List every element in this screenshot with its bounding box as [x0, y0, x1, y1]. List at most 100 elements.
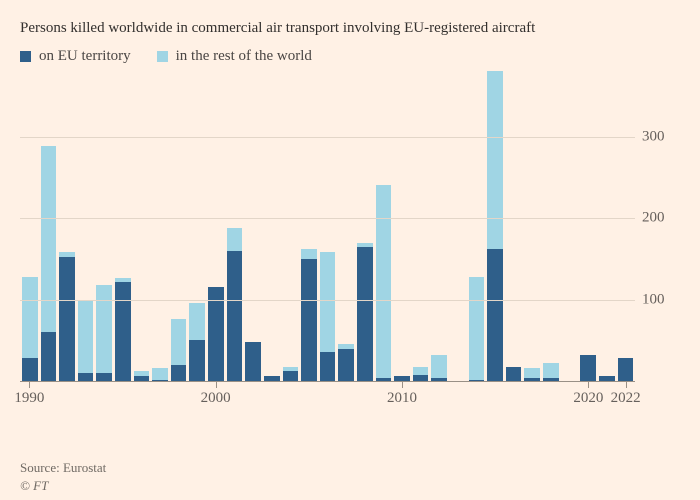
- legend-label-eu: on EU territory: [39, 48, 131, 65]
- bar-2005: [301, 71, 317, 381]
- bar-segment-eu: [227, 251, 243, 382]
- bar-segment-eu: [301, 259, 317, 381]
- bar-segment-rest: [78, 300, 94, 373]
- bar-2022: [618, 71, 634, 381]
- grid-line: [20, 137, 635, 138]
- bar-segment-rest: [301, 249, 317, 259]
- bar-1998: [171, 71, 187, 381]
- grid-line: [20, 300, 635, 301]
- bar-2001: [227, 71, 243, 381]
- bar-segment-rest: [431, 355, 447, 378]
- bar-2011: [413, 71, 429, 381]
- bar-segment-eu: [22, 358, 38, 381]
- bar-segment-eu: [96, 373, 112, 381]
- bar-segment-rest: [543, 363, 559, 378]
- x-tick: [626, 381, 627, 388]
- bar-segment-rest: [22, 277, 38, 359]
- bar-segment-eu: [580, 355, 596, 381]
- bar-2013: [450, 71, 466, 381]
- bar-segment-eu: [357, 247, 373, 382]
- bar-segment-eu: [506, 367, 522, 382]
- legend-item-eu: on EU territory: [20, 48, 131, 65]
- source-footnote: Source: Eurostat: [20, 460, 106, 476]
- bar-2004: [283, 71, 299, 381]
- bar-1991: [41, 71, 57, 381]
- bar-segment-eu: [78, 373, 94, 381]
- bar-2009: [376, 71, 392, 381]
- x-tick: [29, 381, 30, 388]
- bar-2014: [469, 71, 485, 381]
- grid-line: [20, 218, 635, 219]
- bar-1993: [78, 71, 94, 381]
- bar-1992: [59, 71, 75, 381]
- bar-segment-eu: [41, 332, 57, 381]
- chart-title: Persons killed worldwide in commercial a…: [20, 18, 680, 38]
- legend-item-rest: in the rest of the world: [157, 48, 312, 65]
- bar-2012: [431, 71, 447, 381]
- bar-2020: [580, 71, 596, 381]
- bar-segment-rest: [320, 252, 336, 352]
- bar-segment-rest: [524, 368, 540, 378]
- bar-1997: [152, 71, 168, 381]
- bar-segment-rest: [171, 319, 187, 365]
- bar-segment-rest: [469, 277, 485, 380]
- x-tick: [402, 381, 403, 388]
- bar-2003: [264, 71, 280, 381]
- bar-1996: [134, 71, 150, 381]
- x-tick: [588, 381, 589, 388]
- bar-segment-eu: [189, 340, 205, 381]
- plot-area: 19902000201020202022 100200300: [20, 71, 680, 411]
- bar-segment-rest: [227, 228, 243, 251]
- bar-2016: [506, 71, 522, 381]
- bar-2018: [543, 71, 559, 381]
- bar-2017: [524, 71, 540, 381]
- bar-segment-eu: [245, 342, 261, 381]
- bar-2000: [208, 71, 224, 381]
- bar-2002: [245, 71, 261, 381]
- bar-segment-eu: [618, 358, 634, 381]
- plot: [20, 71, 635, 382]
- x-axis: 19902000201020202022: [20, 381, 635, 411]
- bar-2021: [599, 71, 615, 381]
- legend: on EU territory in the rest of the world: [20, 48, 680, 65]
- bar-1999: [189, 71, 205, 381]
- bar-segment-eu: [320, 352, 336, 381]
- bar-1990: [22, 71, 38, 381]
- bar-segment-eu: [208, 287, 224, 381]
- bar-2007: [338, 71, 354, 381]
- bar-2008: [357, 71, 373, 381]
- bar-segment-eu: [171, 365, 187, 381]
- bar-segment-rest: [487, 71, 503, 249]
- bar-segment-rest: [41, 146, 57, 332]
- bar-1995: [115, 71, 131, 381]
- x-axis-label: 2010: [387, 390, 417, 407]
- x-tick: [216, 381, 217, 388]
- x-axis-label: 2020: [573, 390, 603, 407]
- bar-2010: [394, 71, 410, 381]
- y-axis-label: 100: [642, 291, 665, 308]
- legend-swatch-rest: [157, 51, 168, 62]
- bar-2019: [562, 71, 578, 381]
- bar-segment-eu: [115, 282, 131, 382]
- bar-1994: [96, 71, 112, 381]
- legend-swatch-eu: [20, 51, 31, 62]
- bar-segment-eu: [283, 371, 299, 381]
- x-axis-label: 1990: [14, 390, 44, 407]
- bar-segment-rest: [189, 303, 205, 341]
- legend-label-rest: in the rest of the world: [176, 48, 312, 65]
- bar-2015: [487, 71, 503, 381]
- bar-segment-rest: [152, 368, 168, 379]
- bar-segment-eu: [338, 349, 354, 382]
- bar-segment-rest: [413, 367, 429, 375]
- bars-group: [20, 71, 635, 381]
- x-axis-label: 2022: [611, 390, 641, 407]
- bar-segment-eu: [59, 257, 75, 381]
- bar-2006: [320, 71, 336, 381]
- y-axis-label: 200: [642, 210, 665, 227]
- x-axis-label: 2000: [201, 390, 231, 407]
- copyright-footnote: © FT: [20, 478, 48, 494]
- chart-container: Persons killed worldwide in commercial a…: [0, 0, 700, 500]
- bar-segment-rest: [376, 185, 392, 378]
- y-axis-label: 300: [642, 128, 665, 145]
- bar-segment-eu: [487, 249, 503, 381]
